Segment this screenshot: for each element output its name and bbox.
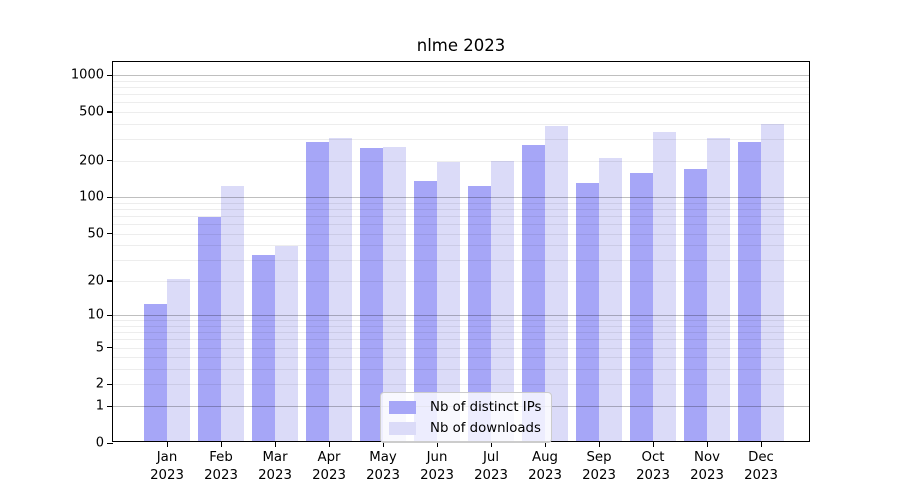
bar-distinct-ips-apr: [306, 142, 329, 441]
bar-distinct-ips-jun: [414, 180, 437, 441]
bar-downloads-feb: [221, 185, 244, 441]
legend: Nb of distinct IPs Nb of downloads: [380, 392, 553, 443]
x-tick-label-oct: Oct 2023: [636, 450, 670, 483]
bar-distinct-ips-may: [360, 148, 383, 441]
x-tick-label-apr: Apr 2023: [312, 450, 346, 483]
x-tick-may: [382, 441, 384, 447]
x-tick-label-jun: Jun 2023: [420, 450, 454, 483]
x-tick-label-mar: Mar 2023: [258, 450, 292, 483]
y-tick-label-20: 20: [87, 273, 104, 289]
bar-downloads-jun: [437, 161, 460, 441]
bar-downloads-nov: [707, 138, 730, 441]
x-tick-label-nov: Nov 2023: [690, 450, 724, 483]
bar-distinct-ips-aug: [522, 144, 545, 441]
y-tick-10: [107, 314, 113, 317]
y-tick-2: [107, 383, 113, 386]
y-tick-1: [107, 405, 113, 407]
y-tick-200: [107, 160, 113, 162]
bar-downloads-dec: [761, 123, 784, 441]
x-tick-label-dec: Dec 2023: [744, 450, 778, 483]
x-tick-jul: [490, 441, 492, 447]
bar-distinct-ips-nov: [684, 168, 707, 441]
bar-downloads-aug: [545, 125, 568, 441]
legend-label-distinct-ips: Nb of distinct IPs: [430, 399, 542, 415]
bar-downloads-apr: [329, 137, 352, 441]
bar-downloads-mar: [275, 245, 298, 441]
y-tick-label-10: 10: [87, 307, 104, 323]
bar-distinct-ips-dec: [738, 141, 761, 441]
bar-distinct-ips-sep: [576, 183, 599, 441]
legend-swatch-distinct-ips: [389, 400, 416, 414]
x-tick-label-sep: Sep 2023: [582, 450, 616, 483]
y-tick-label-2: 2: [95, 376, 104, 392]
x-tick-oct: [652, 441, 654, 447]
x-tick-label-feb: Feb 2023: [204, 450, 238, 483]
bar-downloads-oct: [653, 131, 676, 441]
bar-distinct-ips-oct: [630, 173, 653, 441]
y-tick-label-5: 5: [95, 340, 104, 356]
y-tick-50: [107, 233, 113, 235]
y-tick-20: [107, 280, 113, 282]
x-tick-jun: [436, 441, 438, 447]
legend-label-downloads: Nb of downloads: [430, 420, 541, 436]
chart-title: nlme 2023: [416, 36, 506, 55]
plot-area: 0 1 2 5 10 20 50 100 200 500 1000 Jan 2023 Feb 2023 Mar…: [71, 61, 810, 483]
bar-downloads-jul: [491, 160, 514, 441]
bar-downloads-sep: [599, 158, 622, 441]
x-tick-sep: [598, 441, 600, 447]
x-tick-apr: [328, 441, 330, 447]
y-tick-label-50: 50: [87, 226, 104, 242]
x-tick-aug: [544, 441, 546, 447]
x-tick-jan: [166, 441, 168, 447]
y-tick-100: [107, 196, 113, 198]
bar-distinct-ips-feb: [198, 217, 221, 441]
y-tick-label-1000: 1000: [70, 67, 104, 83]
x-tick-mar: [274, 441, 276, 447]
y-tick-500: [107, 111, 113, 113]
bar-distinct-ips-jan: [144, 304, 167, 441]
bars-layer: [113, 62, 809, 441]
bar-downloads-jan: [167, 278, 190, 441]
y-tick-label-200: 200: [79, 153, 104, 168]
bar-distinct-ips-mar: [252, 254, 275, 441]
y-tick-label-500: 500: [79, 104, 104, 120]
x-tick-nov: [706, 441, 708, 447]
y-tick-label-100: 100: [79, 189, 104, 205]
x-tick-label-jan: Jan 2023: [150, 450, 184, 483]
y-tick-0: [107, 442, 113, 444]
x-tick-label-may: May 2023: [366, 450, 400, 483]
legend-swatch-downloads: [389, 421, 416, 435]
x-tick-feb: [220, 441, 222, 447]
y-tick-label-0: 0: [95, 435, 104, 451]
legend-entry-downloads: Nb of downloads: [389, 419, 541, 437]
y-tick-1000: [107, 74, 113, 76]
legend-entry-distinct-ips: Nb of distinct IPs: [389, 398, 541, 416]
bar-downloads-may: [383, 146, 406, 441]
y-tick-label-1: 1: [95, 398, 104, 414]
bar-distinct-ips-jul: [468, 186, 491, 441]
x-tick-label-jul: Jul 2023: [474, 450, 508, 483]
x-tick-dec: [760, 441, 762, 447]
axes-layer: 0 1 2 5 10 20 50 100 200 500 1000 Jan 2023 Feb 2023 Mar…: [71, 62, 809, 483]
x-tick-label-aug: Aug 2023: [528, 450, 562, 483]
y-tick-5: [107, 347, 113, 349]
